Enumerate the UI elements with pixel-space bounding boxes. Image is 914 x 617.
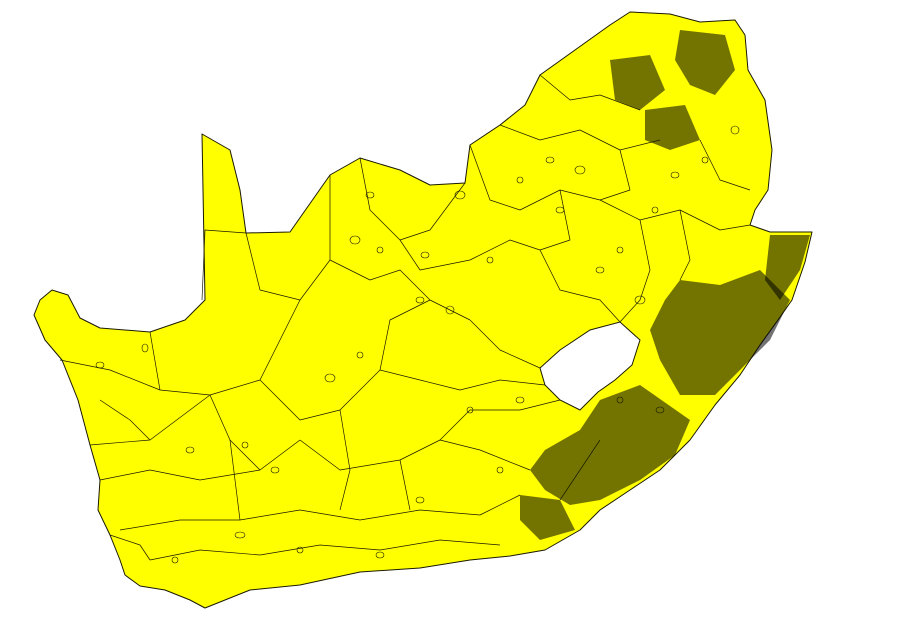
ward-outline: [296, 546, 304, 554]
boundary-line: [149, 539, 501, 561]
ward-outline: [655, 406, 665, 414]
ward-outline: [185, 446, 195, 454]
ward-outline: [375, 551, 385, 559]
ward-outline: [670, 171, 680, 179]
ward-outline: [445, 305, 455, 315]
dense-area-mpumalanga: [645, 105, 700, 150]
ward-outline: [616, 396, 624, 404]
boundary-line: [539, 74, 641, 111]
boundary-line: [539, 249, 621, 323]
boundary-line: [699, 139, 751, 191]
boundary-line: [299, 439, 531, 471]
ward-outline: [349, 235, 361, 245]
lesotho-enclave: [539, 321, 641, 411]
dense-area-coastal-strip: [765, 235, 810, 300]
boundary-line: [339, 409, 351, 511]
boundary-line: [419, 379, 546, 391]
ward-outline: [241, 441, 249, 449]
boundary-line: [329, 259, 471, 321]
ward-outline: [171, 556, 179, 564]
ward-outline: [651, 206, 659, 214]
ward-outline: [616, 246, 624, 254]
ward-outline: [415, 296, 425, 304]
ward-outline: [95, 361, 105, 369]
ward-outline: [516, 176, 524, 184]
dense-area-kwazulu-natal: [650, 270, 790, 395]
boundary-line: [59, 359, 161, 391]
boundary-line: [469, 319, 541, 369]
boundary-line: [539, 189, 571, 251]
dense-area-north-east: [675, 30, 735, 95]
boundary-line: [109, 534, 151, 561]
boundary-line: [469, 144, 601, 211]
ward-outline: [555, 206, 565, 214]
boundary-line: [229, 439, 241, 521]
boundary-line: [559, 439, 601, 501]
ward-outline: [466, 406, 474, 414]
boundary-line: [119, 494, 521, 531]
administrative-boundaries: [59, 74, 751, 561]
boundary-line: [399, 239, 541, 271]
boundary-line: [379, 299, 431, 371]
ward-outline: [574, 165, 586, 175]
ward-outline: [515, 396, 525, 404]
ward-outline: [701, 156, 709, 164]
dense-boundary-areas: [520, 30, 810, 540]
dense-area-limpopo: [610, 55, 665, 110]
boundary-line: [499, 124, 661, 151]
ward-outline: [454, 190, 466, 200]
boundary-line: [399, 459, 411, 511]
small-ward-outlines: [95, 125, 740, 564]
ward-outline: [730, 125, 740, 135]
boundary-line: [99, 439, 301, 481]
ward-outline: [365, 191, 375, 199]
boundary-line: [619, 219, 651, 323]
ward-outline: [486, 256, 494, 264]
ward-outline: [415, 496, 425, 504]
ward-outline: [234, 531, 246, 539]
ward-outline: [420, 251, 430, 259]
ward-outline: [496, 466, 504, 474]
ward-outline: [545, 156, 555, 164]
ward-outline: [141, 343, 149, 353]
boundary-line: [439, 399, 561, 441]
ward-outline: [324, 373, 336, 383]
ward-outline: [595, 266, 605, 274]
dense-area-south-coast: [520, 495, 575, 540]
ward-outline: [634, 295, 646, 305]
boundary-line: [201, 229, 247, 301]
boundary-line: [679, 209, 691, 281]
ward-outline: [270, 466, 280, 474]
ward-outline: [376, 246, 384, 254]
ward-outline: [356, 351, 364, 359]
dense-area-eastern-cape: [530, 385, 690, 505]
boundary-line: [599, 149, 631, 201]
boundary-line: [99, 399, 151, 441]
